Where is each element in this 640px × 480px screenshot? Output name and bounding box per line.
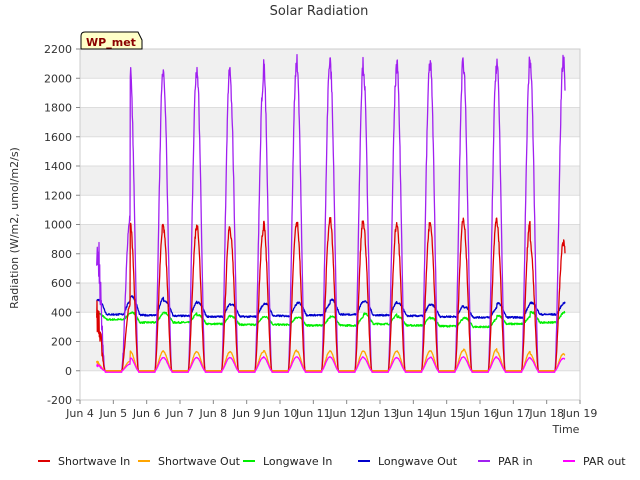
x-tick-label: Jun 19 (562, 407, 598, 420)
y-tick-label: 400 (51, 306, 72, 319)
y-tick-label: 2000 (44, 72, 72, 85)
x-tick-label: Jun 11 (295, 407, 331, 420)
legend-label: Longwave In (263, 455, 332, 468)
x-tick-label: Jun 18 (528, 407, 564, 420)
x-tick-label: Jun 9 (232, 407, 261, 420)
y-tick-label: 1200 (44, 189, 72, 202)
x-tick-label: Jun 13 (362, 407, 398, 420)
y-tick-label: 600 (51, 277, 72, 290)
series-line-shortwave-out (96, 348, 566, 372)
x-tick-label: Jun 7 (165, 407, 194, 420)
y-tick-label: 2200 (44, 43, 72, 56)
series-line-par-out (96, 356, 566, 373)
x-tick-label: Jun 12 (328, 407, 364, 420)
series-line-longwave-out (96, 295, 566, 319)
x-tick-label: Jun 8 (198, 407, 227, 420)
x-tick-label: Jun 17 (495, 407, 531, 420)
y-tick-label: 800 (51, 248, 72, 261)
plot-band (80, 166, 580, 196)
y-tick-label: -200 (47, 394, 72, 407)
y-tick-label: 1400 (44, 160, 72, 173)
plot-bands (80, 49, 580, 371)
legend-label: PAR out (583, 455, 626, 468)
series-lines (96, 53, 566, 373)
plot-band (80, 107, 580, 137)
badge-label: WP_met (86, 36, 136, 49)
chart-title: Solar Radiation (270, 4, 369, 19)
y-tick-label: 1800 (44, 102, 72, 115)
legend-label: PAR in (498, 455, 533, 468)
x-tick-label: Jun 4 (65, 407, 94, 420)
legend-label: Shortwave In (58, 455, 130, 468)
x-tick-label: Jun 15 (428, 407, 464, 420)
y-tick-label: 1000 (44, 219, 72, 232)
x-axis-label: Time (552, 423, 580, 436)
y-tick-label: 0 (65, 365, 72, 378)
plot-band (80, 283, 580, 313)
badge-box (80, 31, 143, 50)
station-badge: WP_met (80, 31, 143, 50)
legend-label: Longwave Out (378, 455, 458, 468)
plot-band (80, 224, 580, 254)
x-tick-label: Jun 16 (462, 407, 498, 420)
x-tick-label: Jun 6 (132, 407, 161, 420)
x-axis-ticks: Jun 4 Jun 5 Jun 6 Jun 7 Jun 8 Jun 9 Jun 10Jun … (65, 400, 597, 420)
series-line-longwave-in (96, 310, 566, 329)
x-tick-label: Jun 14 (395, 407, 431, 420)
legend-label: Shortwave Out (158, 455, 241, 468)
legend: Shortwave In Shortwave Out Longwave In Long… (38, 455, 626, 468)
x-tick-label: Jun 5 (98, 407, 127, 420)
y-tick-label: 200 (51, 336, 72, 349)
y-axis-label: Radiation (W/m2, umol/m2/s) (8, 147, 21, 309)
y-axis-ticks: -200 0 200 400 600 800 1000 1200 1400 1600 1800 200… (44, 43, 80, 407)
x-tick-label: Jun 10 (262, 407, 298, 420)
y-tick-label: 1600 (44, 131, 72, 144)
